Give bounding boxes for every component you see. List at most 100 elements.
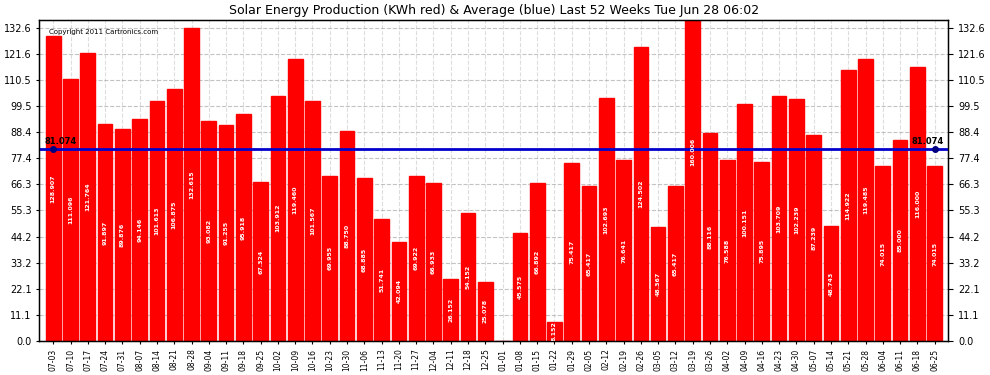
Text: 48.367: 48.367 — [655, 272, 660, 296]
Text: 42.094: 42.094 — [396, 279, 401, 303]
Bar — [910, 67, 925, 341]
Bar — [219, 125, 234, 341]
Text: 67.324: 67.324 — [258, 249, 263, 273]
Text: 69.922: 69.922 — [414, 246, 419, 270]
Text: 101.567: 101.567 — [310, 207, 315, 235]
Bar — [201, 121, 216, 341]
Bar — [444, 279, 458, 341]
Text: 119.485: 119.485 — [863, 186, 868, 214]
Text: 121.764: 121.764 — [85, 183, 90, 211]
Bar — [115, 129, 130, 341]
Text: 119.460: 119.460 — [293, 186, 298, 214]
Text: 103.709: 103.709 — [776, 204, 782, 232]
Bar — [98, 124, 113, 341]
Bar — [149, 101, 164, 341]
Bar — [858, 59, 873, 341]
Bar — [513, 233, 528, 341]
Bar — [167, 88, 181, 341]
Text: 45.575: 45.575 — [518, 275, 523, 299]
Text: 124.502: 124.502 — [639, 180, 644, 208]
Text: 111.096: 111.096 — [68, 195, 73, 224]
Text: 26.152: 26.152 — [448, 298, 453, 322]
Bar — [133, 118, 147, 341]
Text: 54.152: 54.152 — [465, 265, 470, 289]
Text: 132.615: 132.615 — [189, 170, 194, 199]
Bar — [599, 98, 614, 341]
Text: 116.000: 116.000 — [915, 190, 920, 218]
Text: 65.417: 65.417 — [586, 252, 591, 276]
Text: 114.922: 114.922 — [845, 191, 850, 219]
Text: 128.907: 128.907 — [50, 174, 55, 203]
Text: 74.015: 74.015 — [880, 242, 885, 266]
Text: 81.074: 81.074 — [911, 137, 943, 146]
Bar — [409, 176, 424, 341]
Text: 103.912: 103.912 — [275, 204, 280, 232]
Bar — [616, 160, 631, 341]
Bar — [564, 163, 579, 341]
Text: 160.006: 160.006 — [690, 138, 695, 166]
Text: 93.082: 93.082 — [206, 219, 211, 243]
Bar — [824, 226, 839, 341]
Text: 68.885: 68.885 — [361, 248, 367, 272]
Text: 66.892: 66.892 — [535, 250, 540, 274]
Text: 75.417: 75.417 — [569, 240, 574, 264]
Bar — [270, 96, 285, 341]
Bar — [893, 140, 908, 341]
Bar — [63, 78, 78, 341]
Bar — [582, 186, 596, 341]
Text: 87.239: 87.239 — [811, 226, 816, 250]
Text: 8.152: 8.152 — [552, 321, 557, 341]
Bar — [720, 160, 735, 341]
Text: 91.255: 91.255 — [224, 221, 229, 245]
Bar — [357, 178, 371, 341]
Bar — [253, 182, 268, 341]
Bar — [789, 99, 804, 341]
Bar — [236, 114, 250, 341]
Bar — [374, 219, 389, 341]
Bar — [772, 96, 786, 341]
Text: 89.876: 89.876 — [120, 223, 125, 247]
Bar — [340, 131, 354, 341]
Text: 65.417: 65.417 — [673, 252, 678, 276]
Bar — [650, 227, 665, 341]
Text: 81.074: 81.074 — [45, 137, 77, 146]
Text: 51.741: 51.741 — [379, 268, 384, 292]
Text: 101.613: 101.613 — [154, 207, 159, 235]
Bar — [80, 53, 95, 341]
Bar — [392, 242, 406, 341]
Text: 88.750: 88.750 — [345, 224, 349, 248]
Bar — [668, 186, 683, 341]
Text: 76.588: 76.588 — [725, 238, 730, 262]
Bar — [478, 282, 493, 341]
Bar — [685, 0, 700, 341]
Text: 69.955: 69.955 — [328, 246, 333, 270]
Bar — [754, 162, 769, 341]
Bar — [841, 69, 855, 341]
Bar — [460, 213, 475, 341]
Text: Copyright 2011 Cartronics.com: Copyright 2011 Cartronics.com — [49, 29, 157, 35]
Text: 76.641: 76.641 — [621, 238, 626, 262]
Bar — [703, 133, 718, 341]
Text: 100.151: 100.151 — [742, 209, 747, 237]
Text: 66.933: 66.933 — [431, 250, 436, 274]
Text: 25.078: 25.078 — [483, 299, 488, 323]
Bar — [426, 183, 441, 341]
Text: 85.000: 85.000 — [898, 229, 903, 252]
Text: 102.693: 102.693 — [604, 206, 609, 234]
Bar — [323, 176, 338, 341]
Text: 48.743: 48.743 — [829, 271, 834, 296]
Bar — [305, 101, 320, 341]
Bar — [738, 104, 751, 341]
Text: 91.897: 91.897 — [103, 220, 108, 245]
Text: 95.918: 95.918 — [241, 216, 246, 240]
Text: 74.015: 74.015 — [933, 242, 938, 266]
Bar — [928, 166, 942, 341]
Bar — [875, 166, 890, 341]
Bar — [547, 322, 561, 341]
Bar — [634, 47, 648, 341]
Bar — [530, 183, 544, 341]
Bar — [806, 135, 821, 341]
Bar — [288, 59, 303, 341]
Bar — [46, 36, 60, 341]
Text: 75.895: 75.895 — [759, 239, 764, 264]
